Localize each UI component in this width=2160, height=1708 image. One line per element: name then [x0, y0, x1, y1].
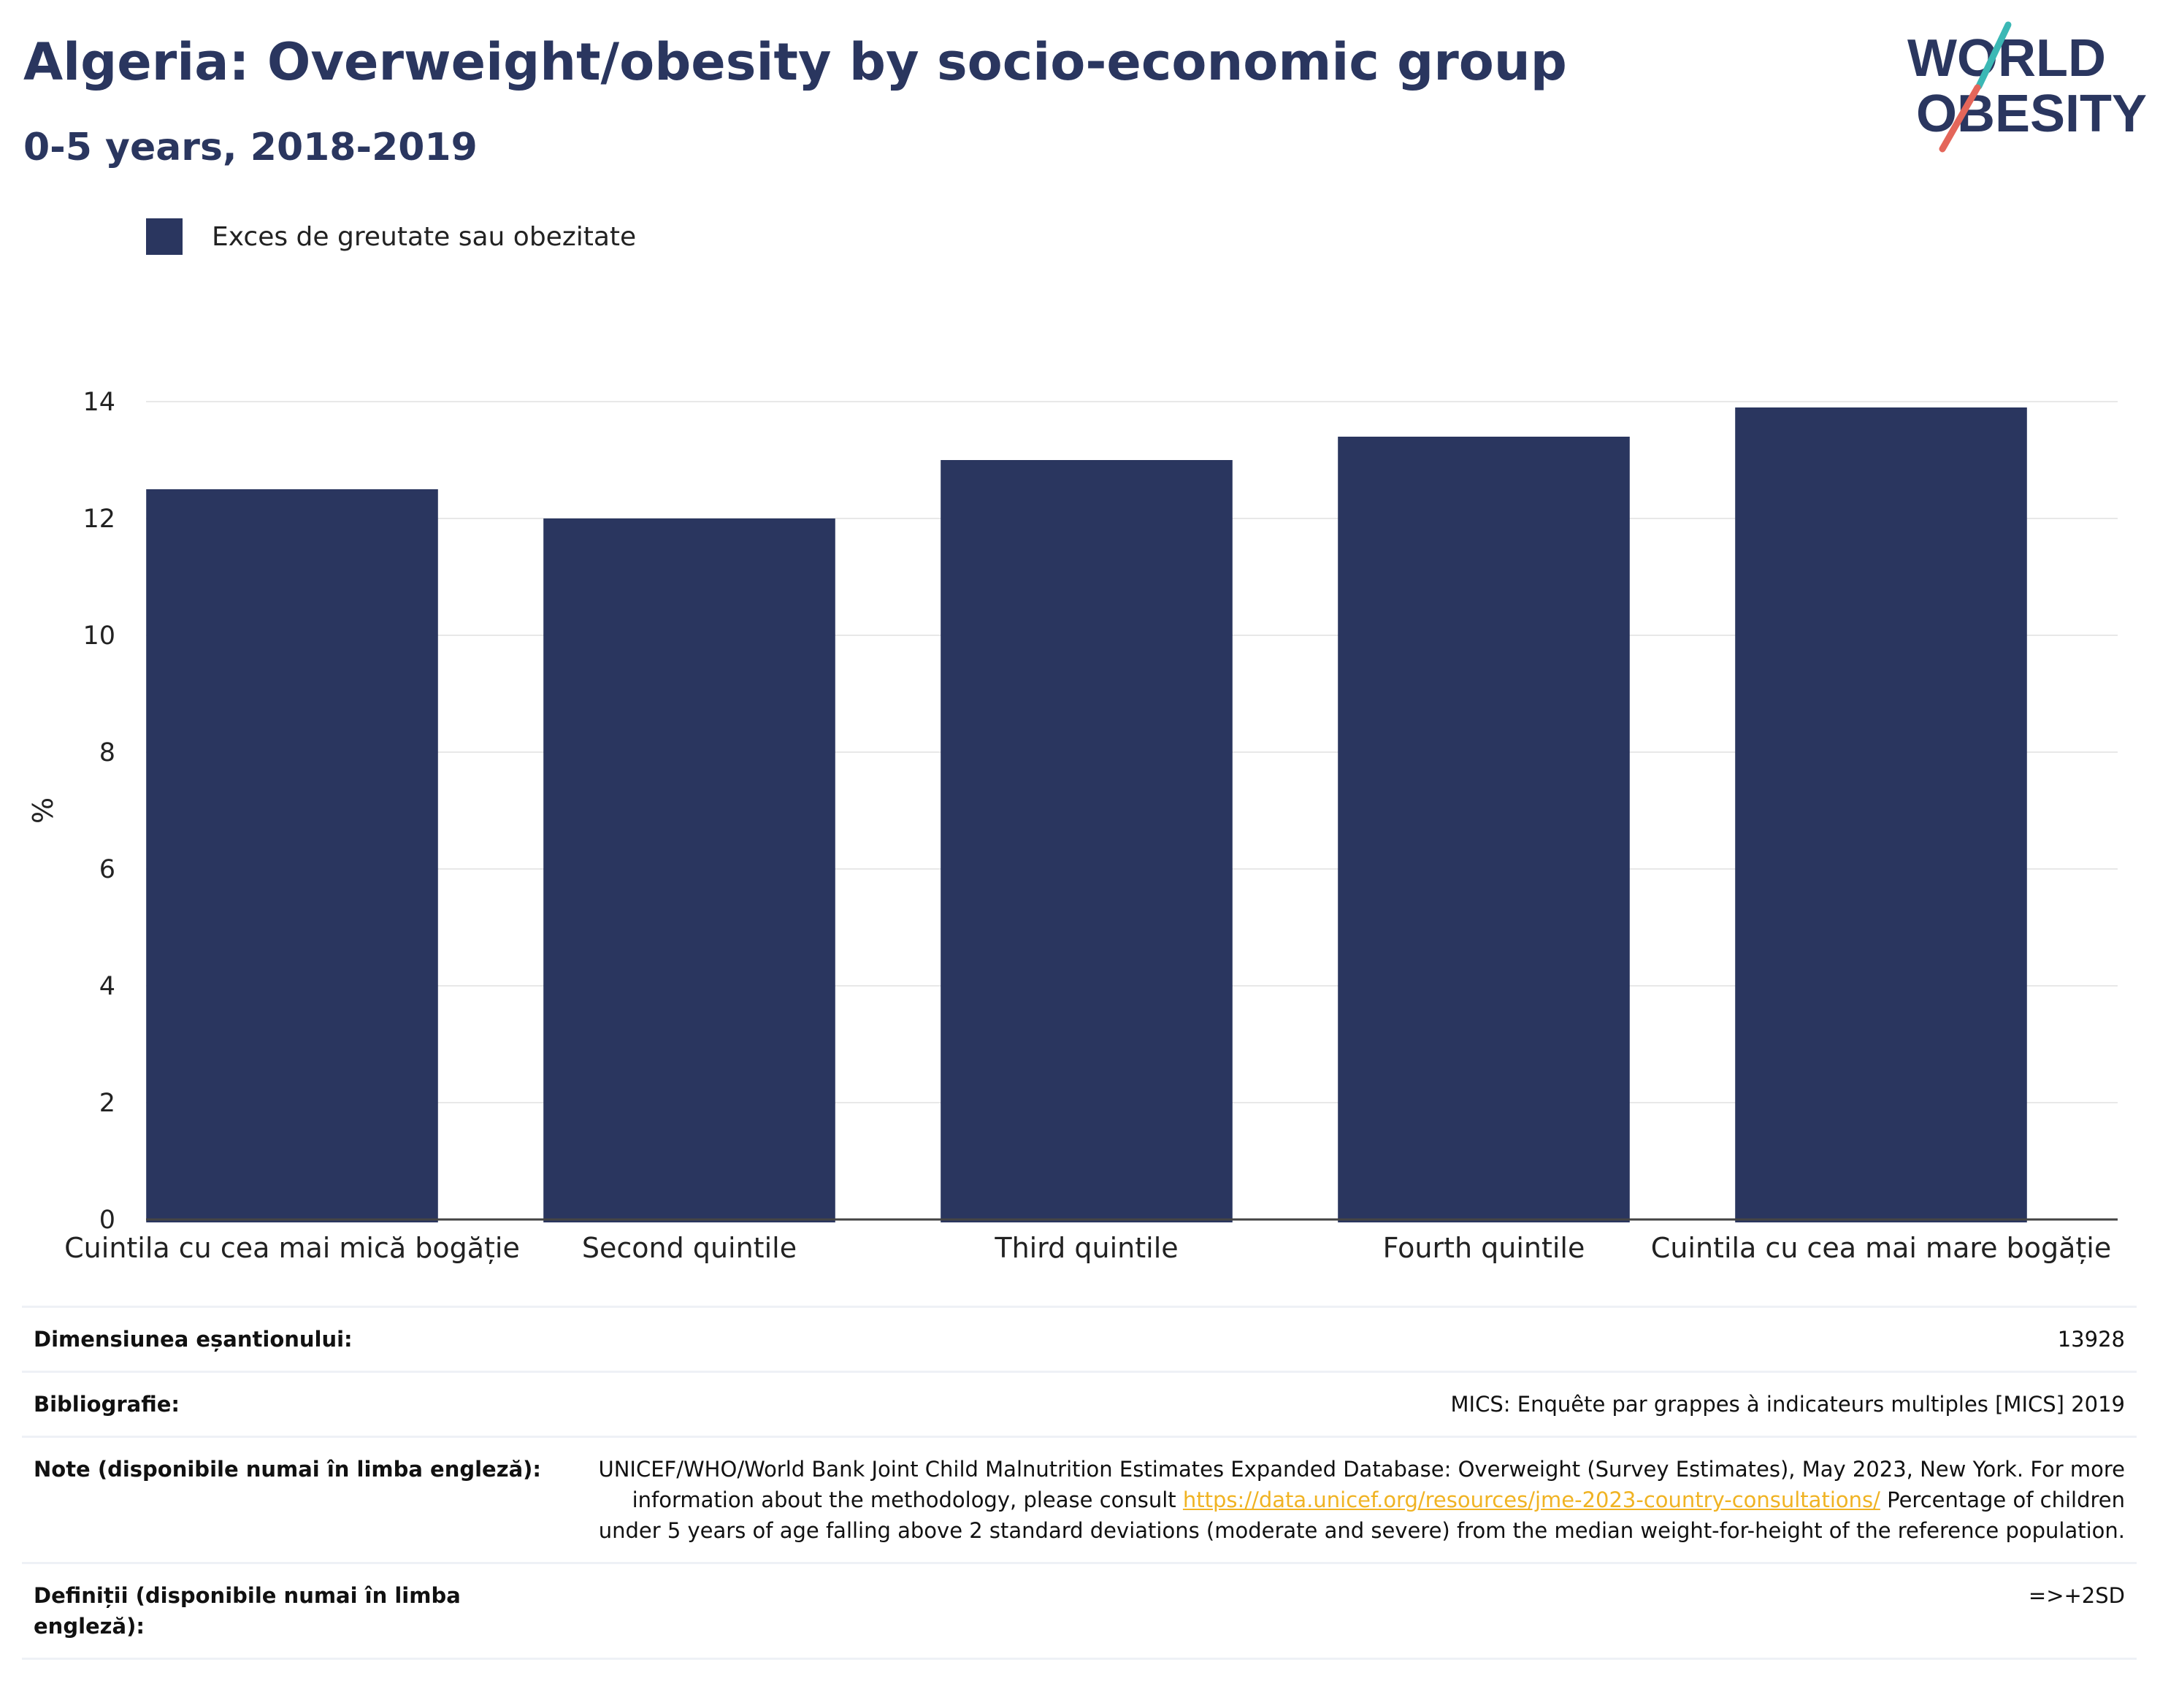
- bibliography-value: MICS: Enquête par grappes à indicateurs …: [1450, 1392, 2125, 1417]
- chart-subtitle: 0-5 years, 2018-2019: [23, 126, 478, 169]
- info-row-definitions: Definiții (disponibile numai în limba en…: [22, 1562, 2137, 1660]
- y-tick-label: 4: [99, 972, 115, 1001]
- x-tick-label: Fourth quintile: [1383, 1232, 1585, 1264]
- bibliography-label: Bibliografie:: [34, 1392, 180, 1417]
- x-tick-label: Second quintile: [582, 1232, 797, 1264]
- x-tick-label: Cuintila cu cea mai mică bogăție: [64, 1232, 520, 1264]
- sample-size-value: 13928: [2057, 1327, 2125, 1352]
- logo-text-world: WORLD: [1907, 29, 2106, 88]
- logo-slash-red: [1939, 84, 1981, 153]
- legend-label: Exces de greutate sau obezitate: [212, 221, 637, 252]
- info-table: Dimensiunea eșantionului: 13928 Bibliogr…: [22, 1306, 2137, 1660]
- sample-size-label: Dimensiunea eșantionului:: [34, 1327, 353, 1352]
- chart-title: Algeria: Overweight/obesity by socio-eco…: [23, 32, 1567, 92]
- bar-3: [941, 460, 1233, 1222]
- bar-2: [543, 518, 835, 1222]
- y-tick-label: 14: [83, 388, 115, 417]
- info-row-bibliography: Bibliografie: MICS: Enquête par grappes …: [22, 1371, 2137, 1436]
- bar-1: [146, 489, 438, 1222]
- notes-value: UNICEF/WHO/World Bank Joint Child Malnut…: [577, 1454, 2125, 1546]
- y-axis-title: %: [27, 797, 59, 824]
- legend[interactable]: Exces de greutate sau obezitate: [146, 216, 636, 257]
- y-tick-label: 8: [99, 738, 115, 767]
- notes-text-2: Percentage of children under 5 years of …: [598, 1487, 2125, 1543]
- legend-swatch: [146, 218, 183, 255]
- notes-text-1: UNICEF/WHO/World Bank Joint Child Malnut…: [598, 1457, 2125, 1512]
- bar-5: [1735, 407, 2027, 1222]
- world-obesity-logo: WORLD OBESITY: [1907, 21, 2147, 153]
- methodology-link[interactable]: https://data.unicef.org/resources/jme-20…: [1182, 1487, 1880, 1512]
- y-tick-label: 12: [83, 505, 115, 534]
- definitions-label: Definiții (disponibile numai în limba en…: [34, 1583, 461, 1639]
- definitions-value: =>+2SD: [2028, 1583, 2125, 1608]
- bar-4: [1338, 437, 1630, 1222]
- y-tick-label: 6: [99, 855, 115, 884]
- axes: 0 2 4 6 8 10 12 14% Cuintila cu cea mai mică bog…: [27, 388, 2118, 1264]
- y-tick-label: 2: [99, 1089, 115, 1118]
- bar-chart: 0 2 4 6 8 10 12 14% Cuintila cu cea mai mică bog…: [27, 388, 2118, 1264]
- x-tick-label: Cuintila cu cea mai mare bogăție: [1651, 1232, 2111, 1264]
- x-tick-label: Third quintile: [994, 1232, 1178, 1264]
- info-row-notes: Note (disponibile numai în limba engleză…: [22, 1436, 2137, 1562]
- info-row-sample: Dimensiunea eșantionului: 13928: [22, 1306, 2137, 1371]
- bars: [146, 407, 2027, 1222]
- logo-slash-teal: [1975, 21, 2012, 90]
- notes-label: Note (disponibile numai în limba engleză…: [34, 1457, 542, 1482]
- y-tick-label: 0: [99, 1206, 115, 1235]
- y-tick-label: 10: [83, 621, 115, 651]
